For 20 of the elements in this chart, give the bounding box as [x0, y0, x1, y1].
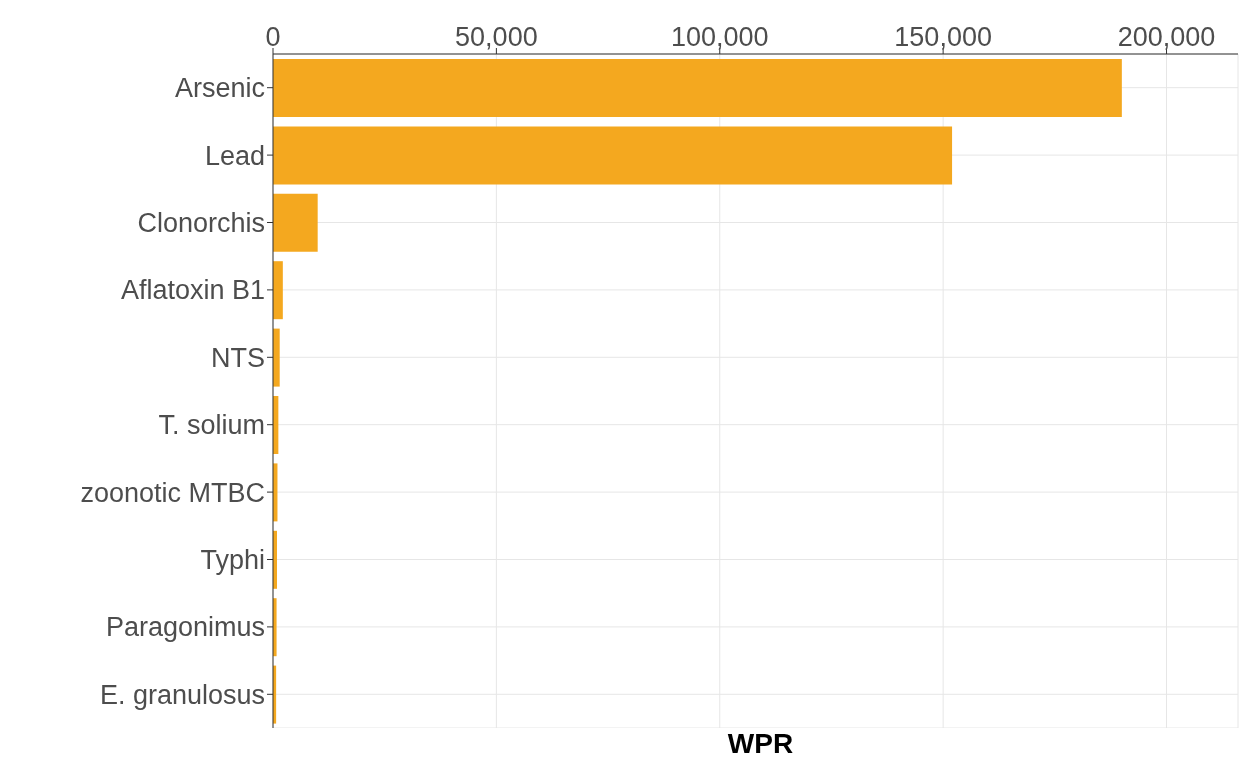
bar [273, 126, 953, 185]
y-tick-label: Clonorchis [137, 208, 265, 239]
y-tick-label: Arsenic [174, 73, 265, 104]
y-tick-label: Typhi [200, 545, 265, 576]
bar [273, 261, 283, 320]
y-tick-label: Lead [204, 140, 265, 171]
y-tick-label: NTS [211, 342, 265, 373]
y-tick-label: Paragonimus [105, 612, 265, 643]
bar [273, 193, 318, 252]
y-tick-label: T. solium [158, 410, 265, 441]
x-tick-label: 200,000 [1117, 22, 1216, 52]
x-tick-label: 0 [265, 22, 281, 52]
y-tick-label: Aflatoxin B1 [120, 275, 265, 306]
x-tick-label: 100,000 [670, 22, 769, 52]
y-tick-label: E. granulosus [99, 679, 265, 710]
x-tick-label: 150,000 [894, 22, 992, 52]
x-axis-title: WPR [726, 728, 795, 760]
x-tick-label: 50,000 [455, 22, 538, 52]
y-tick-label: zoonotic MTBC [80, 477, 265, 508]
bar [273, 59, 1122, 117]
